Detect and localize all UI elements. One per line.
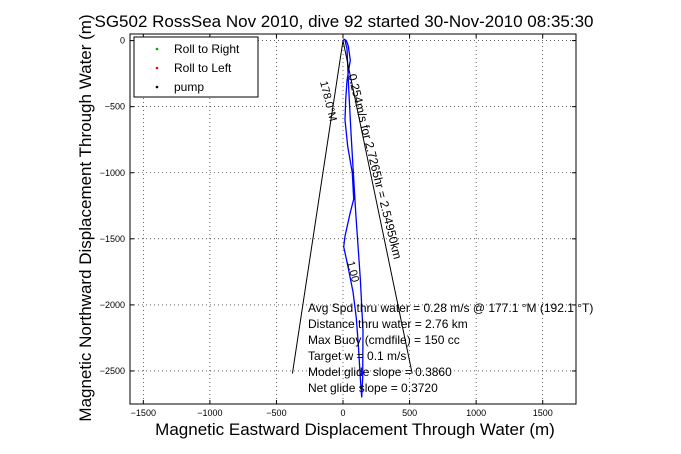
legend-marker: [155, 66, 159, 70]
heading-wedge-line: [291, 40, 413, 374]
y-axis-ticks: 0 −500 −1000 −1500 −2000 −2500: [100, 36, 576, 376]
grid: [130, 34, 576, 404]
summary-line: Target w = 0.1 m/s: [308, 349, 406, 363]
x-tick-label: 500: [402, 408, 417, 418]
y-tick-label: −1000: [100, 168, 125, 178]
y-tick-label: −2500: [100, 366, 125, 376]
summary-line: Distance thru water = 2.76 km: [308, 317, 468, 331]
x-tick-label: −500: [266, 408, 286, 418]
dive-summary: Avg Spd thru water = 0.28 m/s @ 177.1 °M…: [308, 301, 593, 395]
summary-line: Max Buoy (cmdfile) = 150 cc: [308, 333, 460, 347]
legend-marker: [155, 47, 159, 51]
summary-line: Model glide slope = 0.3860: [308, 365, 452, 379]
y-axis-label: Magnetic Northward Displacement Through …: [76, 14, 95, 421]
plot-area: −1500 −1000 −500 0 500 1000 1500 0−500−1000−15…: [100, 33, 593, 418]
summary-line: Net glide slope = 0.3720: [308, 381, 438, 395]
x-tick-label: −1500: [131, 408, 156, 418]
summary-line: Avg Spd thru water = 0.28 m/s @ 177.1 °M…: [308, 301, 593, 315]
legend-marker: [155, 85, 159, 89]
legend: Roll to Right Roll to Left pump: [133, 36, 259, 98]
x-tick-label: 1000: [466, 408, 486, 418]
glider-track-line: [342, 38, 364, 398]
track-ratio-annotation: 1.00: [344, 260, 361, 284]
y-tick-label: −1500: [100, 234, 125, 244]
y-tick-label: −2000: [100, 300, 125, 310]
legend-label: Roll to Right: [174, 42, 240, 56]
y-tick-label: −500: [105, 102, 125, 112]
x-axis-label: Magnetic Eastward Displacement Through W…: [155, 420, 555, 439]
y-tick-label: 0: [120, 36, 125, 46]
legend-box: [133, 36, 259, 98]
legend-label: pump: [174, 80, 204, 94]
x-tick-label: −1000: [197, 408, 222, 418]
x-tick-label: 1500: [533, 408, 553, 418]
legend-label: Roll to Left: [174, 61, 232, 75]
data-series: [291, 38, 413, 398]
chart-title: SG502 RossSea Nov 2010, dive 92 started …: [95, 12, 594, 31]
x-tick-label: 0: [341, 408, 346, 418]
x-axis-ticks: −1500 −1000 −500 0 500 1000 1500: [131, 34, 553, 418]
